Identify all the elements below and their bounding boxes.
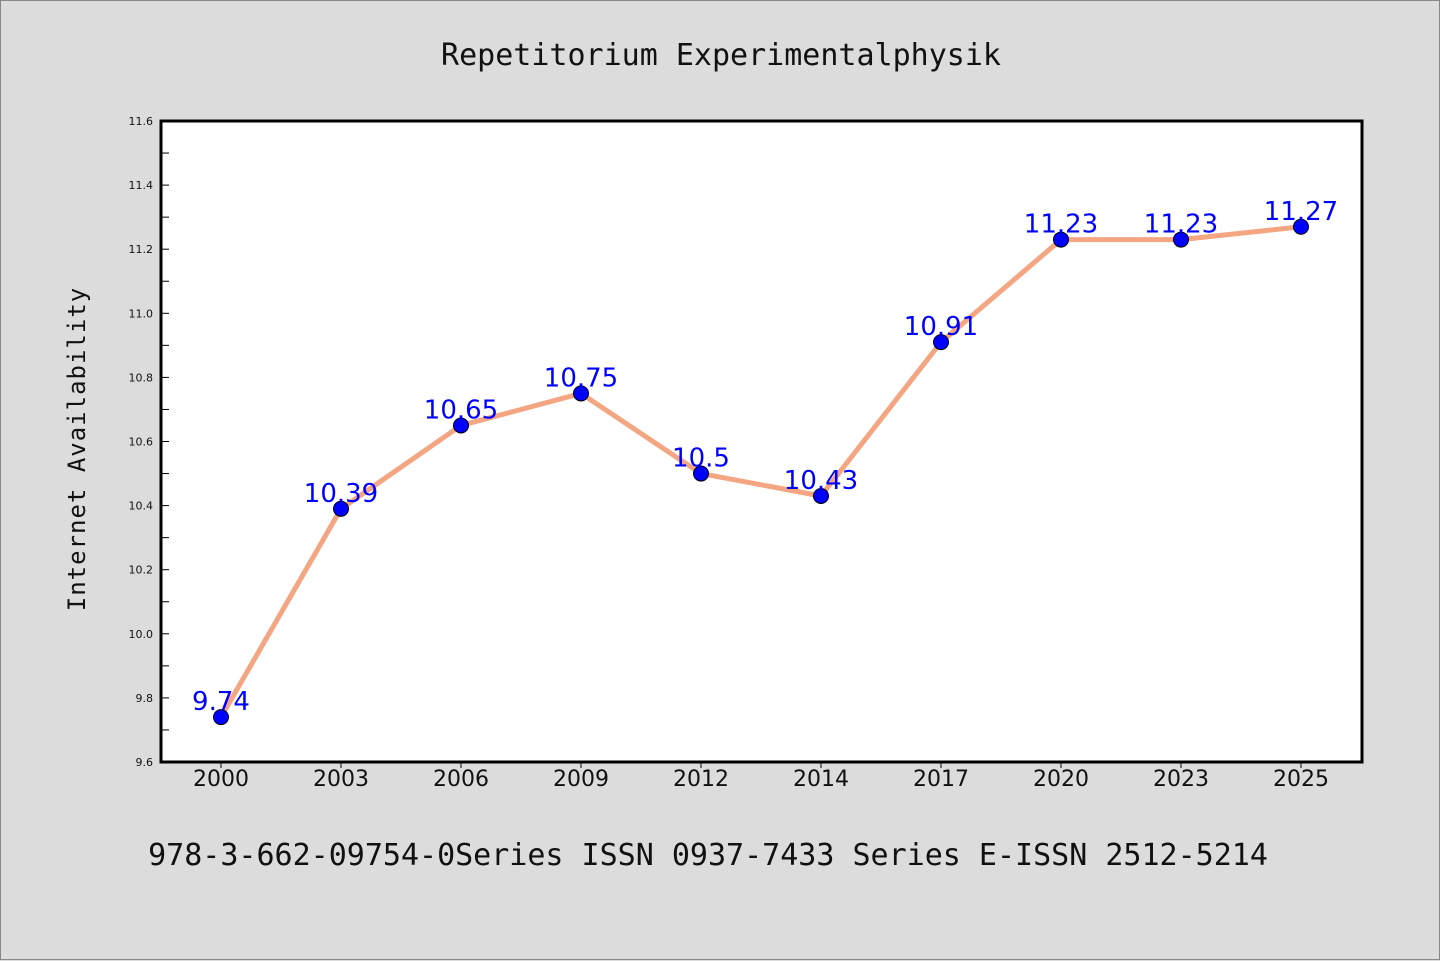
plot-area (159, 119, 1364, 764)
data-point (693, 465, 709, 482)
data-label: 11.23 (1024, 210, 1098, 240)
data-label: 11.23 (1144, 210, 1218, 240)
data-label: 10.75 (544, 363, 618, 393)
y-tick-label: 11.4 (129, 179, 154, 192)
y-tick-label: 9.8 (136, 692, 154, 705)
data-label: 10.91 (904, 312, 978, 342)
y-tick-label: 11.2 (129, 243, 154, 256)
x-tick-label: 2025 (1273, 767, 1329, 792)
x-axis: 2000 2003 2006 2009 2012 2014 2017 2020 2023 2025 (193, 762, 1329, 792)
data-label: 11.27 (1264, 197, 1338, 227)
y-tick-label: 11.6 (129, 115, 154, 128)
chart-title: Repetitorium Experimentalphysik (441, 38, 1001, 73)
y-axis: 9.6 9.8 10.0 10.2 10.4 10.6 10.8 11.0 11.2 11.4 11… (129, 115, 169, 769)
data-point (813, 487, 829, 504)
data-label: 9.74 (192, 687, 250, 717)
x-tick-label: 2000 (193, 767, 249, 792)
data-point (1173, 231, 1189, 248)
y-axis-label: Internet Availability (63, 287, 91, 611)
data-label: 10.65 (424, 395, 498, 425)
data-point (573, 385, 589, 402)
x-tick-label: 2014 (793, 767, 849, 792)
data-label: 10.43 (784, 466, 858, 496)
y-tick-label: 10.2 (129, 564, 154, 577)
data-point (1053, 231, 1069, 248)
data-point (1293, 218, 1309, 235)
x-tick-label: 2009 (553, 767, 609, 792)
series-line (218, 224, 1304, 720)
data-point (453, 417, 469, 434)
y-tick-label: 10.4 (129, 500, 154, 513)
x-tick-label: 2006 (433, 767, 489, 792)
y-tick-label: 10.6 (129, 436, 154, 449)
data-point (933, 334, 949, 351)
footer-text: 978-3-662-09754-0Series ISSN 0937-7433 S… (148, 838, 1268, 873)
x-tick-label: 2012 (673, 767, 729, 792)
x-tick-label: 2017 (913, 767, 969, 792)
y-tick-label: 10.8 (129, 371, 154, 384)
x-tick-label: 2023 (1153, 767, 1209, 792)
x-tick-label: 2003 (313, 767, 369, 792)
series-layer: 9.74 10.39 10.65 10.75 10.5 10.43 10.91 11.23 11… (192, 197, 1338, 726)
y-tick-label: 9.6 (136, 756, 154, 769)
data-point (333, 500, 349, 517)
y-tick-label: 11.0 (129, 307, 154, 320)
data-label: 10.5 (672, 444, 730, 474)
data-label: 10.39 (304, 479, 378, 509)
x-tick-label: 2020 (1033, 767, 1089, 792)
data-point (213, 709, 229, 726)
y-tick-label: 10.0 (129, 628, 154, 641)
